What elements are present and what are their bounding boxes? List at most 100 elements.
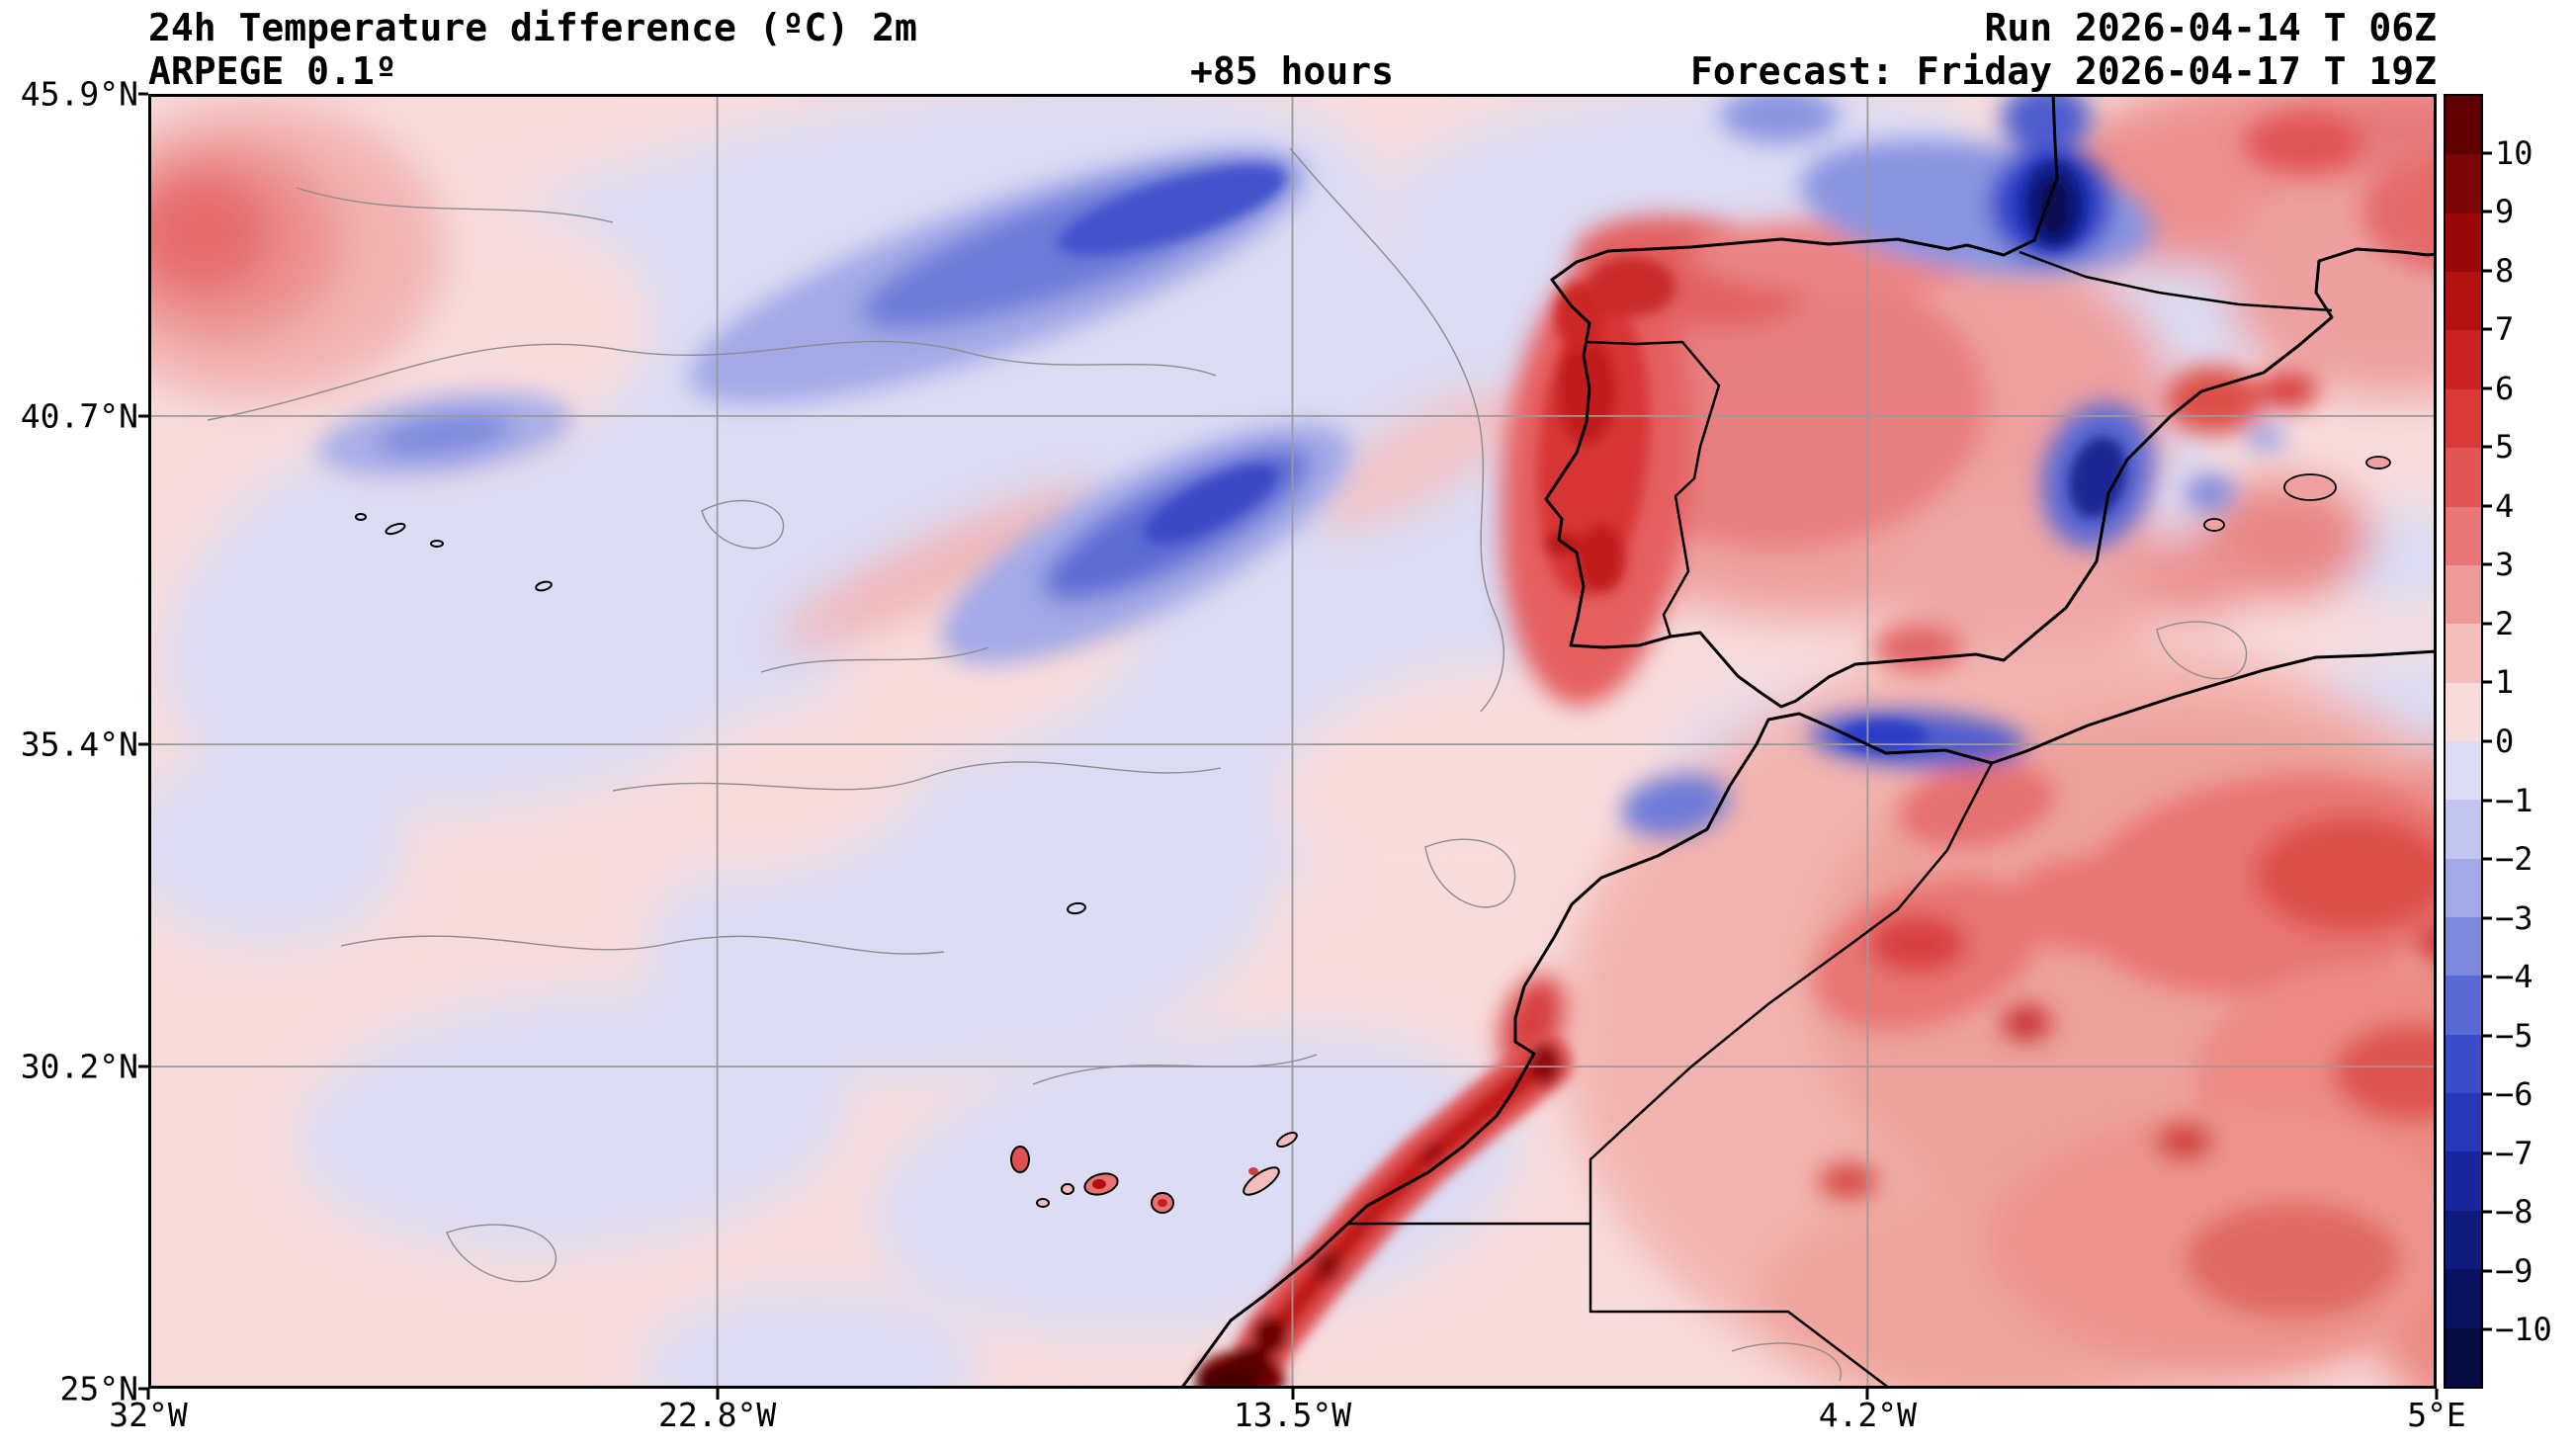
forecast-label: Forecast: Friday 2026-04-17 T 19Z <box>1690 49 2437 93</box>
colorbar-segment <box>2446 213 2481 273</box>
map-canvas <box>148 94 2437 1389</box>
colorbar <box>2444 94 2483 1389</box>
temperature-field-detail <box>1057 160 2127 1389</box>
colorbar-tick-mark <box>2483 1269 2492 1273</box>
x-tick-mark <box>2435 1389 2439 1400</box>
x-tick-mark <box>146 1389 150 1400</box>
colorbar-tick-mark <box>2483 622 2492 626</box>
map-area <box>148 94 2437 1389</box>
colorbar-tick-mark <box>2483 327 2492 331</box>
x-tick-label: 4.2°W <box>1818 1396 1918 1434</box>
colorbar-segment <box>2446 330 2481 389</box>
colorbar-segment <box>2446 624 2481 683</box>
y-tick-mark <box>138 414 148 418</box>
colorbar-tick-label: −2 <box>2495 840 2533 879</box>
colorbar-tick-mark <box>2483 1034 2492 1038</box>
colorbar-tick-label: 8 <box>2495 251 2515 290</box>
x-tick-label: 22.8°W <box>658 1396 777 1434</box>
colorbar-tick-label: 5 <box>2495 428 2515 467</box>
colorbar-tick-label: −1 <box>2495 781 2533 819</box>
colorbar-tick-mark <box>2483 1092 2492 1096</box>
colorbar-tick-mark <box>2483 386 2492 390</box>
y-tick-label: 45.9°N <box>20 74 138 114</box>
x-tick-label: 13.5°W <box>1233 1396 1352 1434</box>
colorbar-segment <box>2446 1327 2481 1387</box>
colorbar-tick-mark <box>2483 857 2492 861</box>
colorbar-tick-label: 9 <box>2495 193 2515 231</box>
colorbar-tick-label: −4 <box>2495 958 2533 996</box>
y-tick-label: 40.7°N <box>20 396 138 436</box>
colorbar-tick-mark <box>2483 975 2492 979</box>
colorbar-tick-label: 4 <box>2495 486 2515 525</box>
run-label: Run 2026-04-14 T 06Z <box>1984 6 2437 49</box>
colorbar-tick-mark <box>2483 680 2492 684</box>
colorbar-tick-label: 6 <box>2495 369 2515 407</box>
islands <box>355 456 2391 1214</box>
colorbar-tick-mark <box>2483 916 2492 920</box>
colorbar-tick-mark <box>2483 799 2492 803</box>
colorbar-segment <box>2446 1151 2481 1211</box>
model-label: ARPEGE 0.1º <box>148 49 397 93</box>
colorbar-tick-mark <box>2483 739 2492 743</box>
coastlines <box>1179 94 2437 1389</box>
y-tick-label: 35.4°N <box>20 724 138 764</box>
lead-time-label: +85 hours <box>1190 49 1394 93</box>
y-axis: 45.9°N 40.7°N 35.4°N 30.2°N 25°N <box>0 0 148 1448</box>
colorbar-tick-label: −10 <box>2495 1311 2552 1349</box>
y-tick-mark <box>138 1065 148 1068</box>
colorbar-tick-mark <box>2483 504 2492 508</box>
map-frame <box>148 94 2437 1389</box>
zero-contours <box>207 147 2248 1382</box>
colorbar-segment <box>2446 682 2481 741</box>
colorbar-segment <box>2446 506 2481 565</box>
x-tick-label: 5°E <box>2407 1396 2466 1434</box>
y-tick-label: 30.2°N <box>20 1047 138 1086</box>
colorbar-tick-label: 0 <box>2495 723 2515 760</box>
colorbar-tick-label: −7 <box>2495 1134 2533 1172</box>
colorbar-tick-label: 7 <box>2495 310 2515 349</box>
colorbar-segment <box>2446 154 2481 213</box>
colorbar-tick-label: −3 <box>2495 898 2533 937</box>
grid-lines <box>148 94 2437 1389</box>
colorbar-tick-mark <box>2483 269 2492 273</box>
colorbar-segment <box>2446 976 2481 1035</box>
colorbar-tick-label: 10 <box>2495 133 2533 172</box>
page-title: 24h Temperature difference (ºC) 2m <box>148 6 917 49</box>
colorbar-segment <box>2446 740 2481 801</box>
colorbar-tick-mark <box>2483 1327 2492 1331</box>
y-tick-mark <box>138 92 148 96</box>
colorbar-segment <box>2446 1269 2481 1328</box>
colorbar-segment <box>2446 1210 2481 1270</box>
colorbar-tick-mark <box>2483 1151 2492 1155</box>
colorbar-tick-mark <box>2483 562 2492 566</box>
colorbar-tick-label: −6 <box>2495 1075 2533 1114</box>
x-tick-mark <box>1865 1389 1869 1400</box>
y-tick-mark <box>138 742 148 746</box>
borders <box>1348 250 2333 1389</box>
colorbar-segment <box>2446 1034 2481 1094</box>
y-tick-label: 25°N <box>59 1369 138 1408</box>
colorbar-segment <box>2446 388 2481 449</box>
x-tick-label: 32°W <box>109 1396 188 1434</box>
colorbar-segment <box>2446 96 2481 155</box>
colorbar-tick-label: 2 <box>2495 604 2515 642</box>
colorbar-segment <box>2446 858 2481 918</box>
colorbar-tick-mark <box>2483 210 2492 213</box>
colorbar-tick-mark <box>2483 151 2492 155</box>
colorbar-segment <box>2446 1093 2481 1152</box>
x-tick-mark <box>1291 1389 1294 1400</box>
colorbar-tick-mark <box>2483 1210 2492 1214</box>
colorbar-tick-label: −9 <box>2495 1251 2533 1290</box>
colorbar-tick-label: −5 <box>2495 1016 2533 1055</box>
colorbar-segment <box>2446 917 2481 977</box>
y-tick-mark <box>138 1387 148 1391</box>
colorbar-segment <box>2446 272 2481 331</box>
colorbar-segment <box>2446 800 2481 859</box>
colorbar-segment <box>2446 448 2481 507</box>
colorbar-tick-label: 1 <box>2495 663 2515 702</box>
colorbar-segment <box>2446 564 2481 625</box>
colorbar-tick-label: 3 <box>2495 546 2515 584</box>
colorbar-tick-label: −8 <box>2495 1193 2533 1232</box>
x-tick-mark <box>716 1389 720 1400</box>
